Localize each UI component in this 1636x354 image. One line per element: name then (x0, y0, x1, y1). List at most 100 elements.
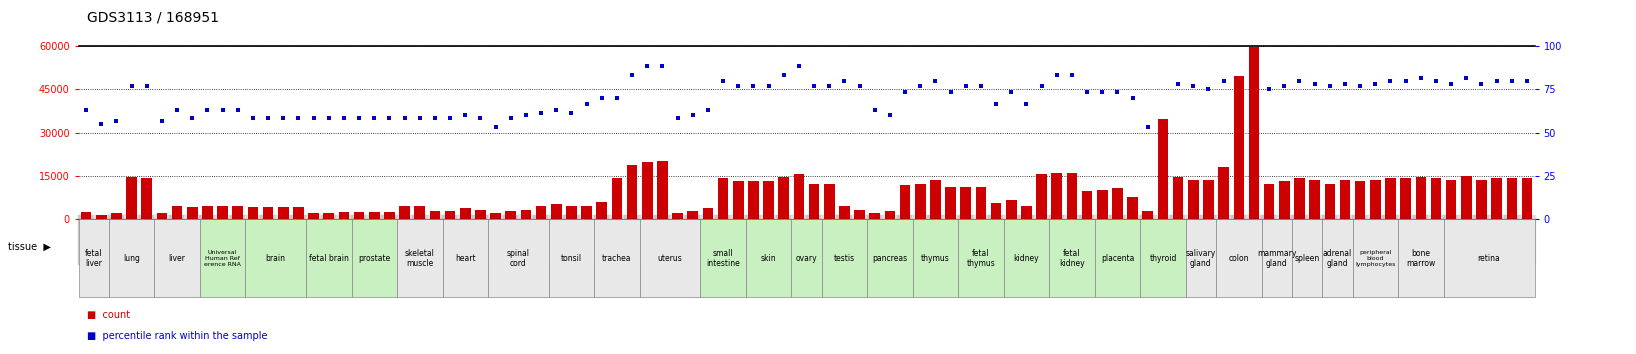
Point (785, 63, 811, 69)
Bar (1202, 179, 1214, 219)
Point (1302, 81, 1328, 86)
Bar (1353, 219, 1399, 297)
Text: thyroid: thyroid (1148, 254, 1176, 263)
Text: Universal
Human Ref
erence RNA: Universal Human Ref erence RNA (204, 250, 240, 267)
Text: pancreas: pancreas (872, 254, 908, 263)
Bar (854, 210, 865, 219)
Bar (520, 210, 532, 219)
Bar (1140, 219, 1186, 297)
Text: GDS3113 / 168951: GDS3113 / 168951 (87, 11, 219, 25)
Point (1104, 90, 1130, 95)
Point (134, 84, 160, 89)
Bar (959, 219, 1005, 297)
Text: uterus: uterus (658, 254, 682, 263)
Bar (792, 219, 821, 297)
Bar (1446, 179, 1456, 219)
Point (923, 78, 949, 84)
Point (301, 115, 327, 121)
Bar (702, 209, 713, 219)
Bar (748, 181, 759, 219)
Point (831, 78, 857, 84)
Point (1044, 72, 1070, 78)
Text: peripheral
blood
lymphocytes: peripheral blood lymphocytes (1355, 250, 1396, 267)
Text: retina: retina (1477, 254, 1500, 263)
Bar (187, 207, 198, 219)
Bar (203, 206, 213, 219)
Bar (915, 184, 926, 219)
Point (892, 90, 918, 95)
Point (1196, 86, 1222, 92)
Bar (594, 219, 640, 297)
Bar (839, 206, 849, 219)
Text: fetal
liver: fetal liver (85, 249, 103, 268)
Point (407, 115, 434, 121)
Bar (658, 161, 667, 219)
Point (1180, 84, 1206, 89)
Text: fetal brain: fetal brain (309, 254, 348, 263)
Bar (306, 219, 352, 297)
Bar (1430, 178, 1441, 219)
Point (1256, 86, 1283, 92)
Point (1484, 78, 1510, 84)
Point (710, 78, 736, 84)
Bar (1294, 178, 1306, 219)
Bar (398, 219, 442, 297)
Bar (200, 219, 245, 297)
Point (604, 95, 630, 101)
Bar (1443, 219, 1535, 297)
Point (1332, 81, 1358, 86)
Point (1407, 75, 1433, 81)
Bar (154, 219, 200, 297)
Bar (700, 219, 746, 297)
Point (1090, 90, 1116, 95)
Bar (247, 207, 258, 219)
Bar (141, 178, 152, 219)
Text: heart: heart (455, 254, 476, 263)
Point (756, 84, 782, 89)
Point (376, 115, 402, 121)
Point (1286, 78, 1312, 84)
Bar (931, 179, 941, 219)
Bar (1386, 178, 1396, 219)
Bar (1127, 197, 1139, 219)
Bar (1492, 178, 1502, 219)
Bar (1021, 206, 1032, 219)
Bar (566, 206, 578, 219)
Point (725, 84, 751, 89)
Bar (1248, 47, 1260, 219)
Bar (991, 203, 1001, 219)
Text: skeletal
muscle: skeletal muscle (404, 249, 435, 268)
Bar (1219, 167, 1229, 219)
Text: brain: brain (265, 254, 286, 263)
Text: lung: lung (123, 254, 141, 263)
Point (1013, 101, 1039, 107)
Text: thymus: thymus (921, 254, 951, 263)
Point (1363, 81, 1389, 86)
Point (1513, 78, 1539, 84)
Point (846, 84, 872, 89)
Point (952, 84, 978, 89)
Point (270, 115, 296, 121)
Bar (110, 219, 154, 297)
Point (1150, 38, 1176, 43)
Bar (627, 165, 638, 219)
Point (1317, 84, 1343, 89)
Bar (1234, 75, 1243, 219)
Bar (641, 162, 653, 219)
Bar (825, 184, 834, 219)
Text: testis: testis (834, 254, 856, 263)
Point (664, 115, 690, 121)
Bar (218, 206, 227, 219)
Bar (80, 212, 92, 219)
Bar (1067, 173, 1076, 219)
Bar (1006, 200, 1016, 219)
Bar (640, 219, 700, 297)
Point (347, 115, 373, 121)
Bar (506, 211, 515, 219)
Point (1135, 124, 1162, 130)
Bar (1216, 219, 1261, 297)
Bar (808, 184, 820, 219)
Point (164, 107, 190, 113)
Point (316, 115, 342, 121)
Point (618, 72, 645, 78)
